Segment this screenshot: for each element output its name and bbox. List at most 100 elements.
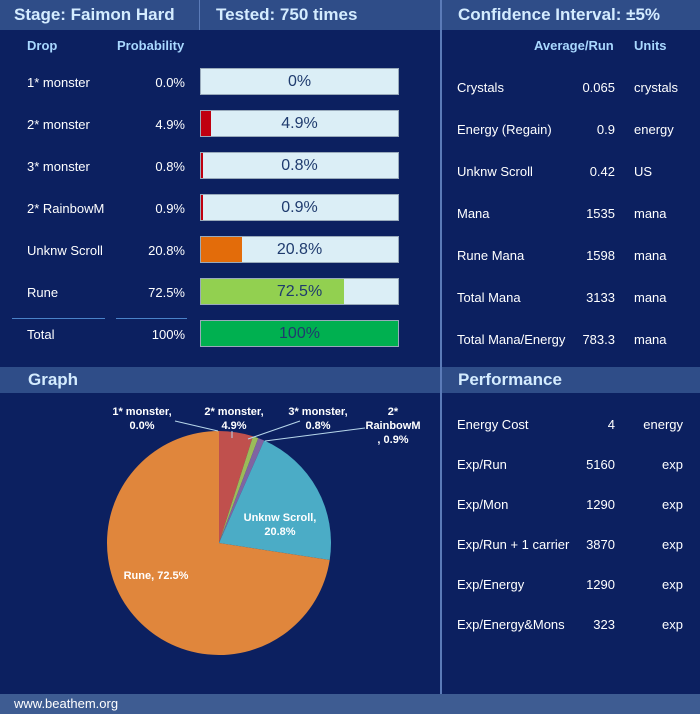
probability-bar-fill [201,153,203,178]
average-name: Energy (Regain) [457,122,552,137]
total-bar-label: 100% [279,325,320,342]
drop-pie-chart: 1* monster, 0.0% 2* monster, 4.9% 3* monster… [107,406,421,655]
performance-name: Exp/Energy&Mons [457,617,565,632]
probability-bar-label: 72.5% [276,283,323,300]
pie-slice [219,431,253,543]
average-value: 0.9 [596,122,615,137]
pie-slice-label: 2* [388,406,399,418]
drop-name: 1* monster [27,75,90,90]
average-name: Unknw Scroll [457,164,533,179]
header-divider-1 [199,0,200,30]
drop-name: Unknw Scroll [27,243,103,258]
performance-unit: exp [662,537,683,552]
total-separator-1 [12,318,105,319]
average-value: 0.42 [589,164,615,179]
tested-header: Tested: 750 times [200,0,440,30]
average-name: Mana [457,206,490,221]
probability-bar: 0.9% [200,194,399,221]
drop-probability: 0.9% [155,201,185,216]
pie-slice-label: 0.0% [129,420,154,432]
probability-bar-label: 20.8% [276,241,323,258]
performance-value: 1290 [586,497,615,512]
average-unit: mana [634,248,667,263]
pie-slice [219,436,259,543]
pie-leader-line [264,427,366,442]
pie-slice-label: 1* monster, [112,406,171,418]
probability-bar: 0.8% [200,152,399,179]
drop-name: 2* RainbowM [27,201,105,216]
performance-unit: exp [662,617,683,632]
total-label: Total [27,327,55,342]
drop-name: 2* monster [27,117,90,132]
stage-header: Stage: Faimon Hard [0,0,200,30]
average-unit: US [634,164,653,179]
total-prob: 100% [151,327,185,342]
average-value: 783.3 [582,332,615,347]
drop-name: Rune [27,285,59,300]
pie-slice-label: 4.9% [221,420,246,432]
graph-header: Graph [0,367,440,393]
footer: www.beathem.org [0,694,700,714]
pie-leader-line [247,420,301,440]
pie-slice [219,438,265,543]
pie-slice-label: 2* monster, [204,406,263,418]
average-name: Total Mana/Energy [457,332,566,347]
average-name: Rune Mana [457,248,525,263]
performance-value: 323 [593,617,615,632]
pie-slice-label: Rune, 72.5% [124,570,189,582]
performance-value: 5160 [586,457,615,472]
drop-probability: 4.9% [155,117,185,132]
probability-bar-label: 0.8% [281,157,318,174]
average-unit: mana [634,332,667,347]
probability-bar: 4.9% [200,110,399,137]
average-name: Total Mana [457,290,521,305]
drop-probability: 0.8% [155,159,185,174]
confidence-header: Confidence Interval: ±5% [442,0,700,30]
total-bar-fill [201,321,398,346]
footer-website-link[interactable]: www.beathem.org [14,696,119,711]
performance-value: 3870 [586,537,615,552]
performance-header: Performance [442,367,700,393]
probability-bar-fill [201,237,242,262]
top-right-inner-line [441,36,442,364]
average-name: Crystals [457,80,504,95]
performance-value: 1290 [586,577,615,592]
average-value: 1535 [586,206,615,221]
pie-slice [107,431,330,655]
pie-slice-label: 0.8% [305,420,330,432]
probability-bar: 20.8% [200,236,399,263]
performance-unit: energy [643,417,683,432]
drop-probability: 0.0% [155,75,185,90]
performance-name: Exp/Run [457,457,507,472]
units-column-header: Units [634,38,667,53]
performance-value: 4 [607,417,615,432]
pie-slice [219,440,331,561]
average-unit: mana [634,206,667,221]
total-separator-2 [116,318,187,319]
performance-unit: exp [662,457,683,472]
average-column-header: Average/Run [534,38,614,53]
pie-slice-label: RainbowM [366,420,421,432]
performance-unit: exp [662,497,683,512]
performance-name: Exp/Energy [457,577,525,592]
probability-bar: 0% [200,68,399,95]
performance-name: Exp/Mon [457,497,509,512]
probability-bar-fill [201,195,203,220]
performance-name: Energy Cost [457,417,529,432]
average-value: 0.065 [582,80,615,95]
drop-name: 3* monster [27,159,90,174]
pie-slice-label: Unknw Scroll, [244,512,317,524]
average-unit: mana [634,290,667,305]
probability-bar-fill [201,111,211,136]
performance-unit: exp [662,577,683,592]
drop-probability: 20.8% [148,243,185,258]
probability-bar-label: 4.9% [281,115,318,132]
performance-name: Exp/Run + 1 carrier [457,537,570,552]
pie-slice-label: 3* monster, [288,406,347,418]
probability-bar-fill [201,279,344,304]
probability-column-header: Probability [117,38,185,53]
drop-column-header: Drop [27,38,58,53]
probability-bar-label: 0.9% [281,199,318,216]
drop-probability: 72.5% [148,285,185,300]
pie-leader-line [174,420,219,432]
